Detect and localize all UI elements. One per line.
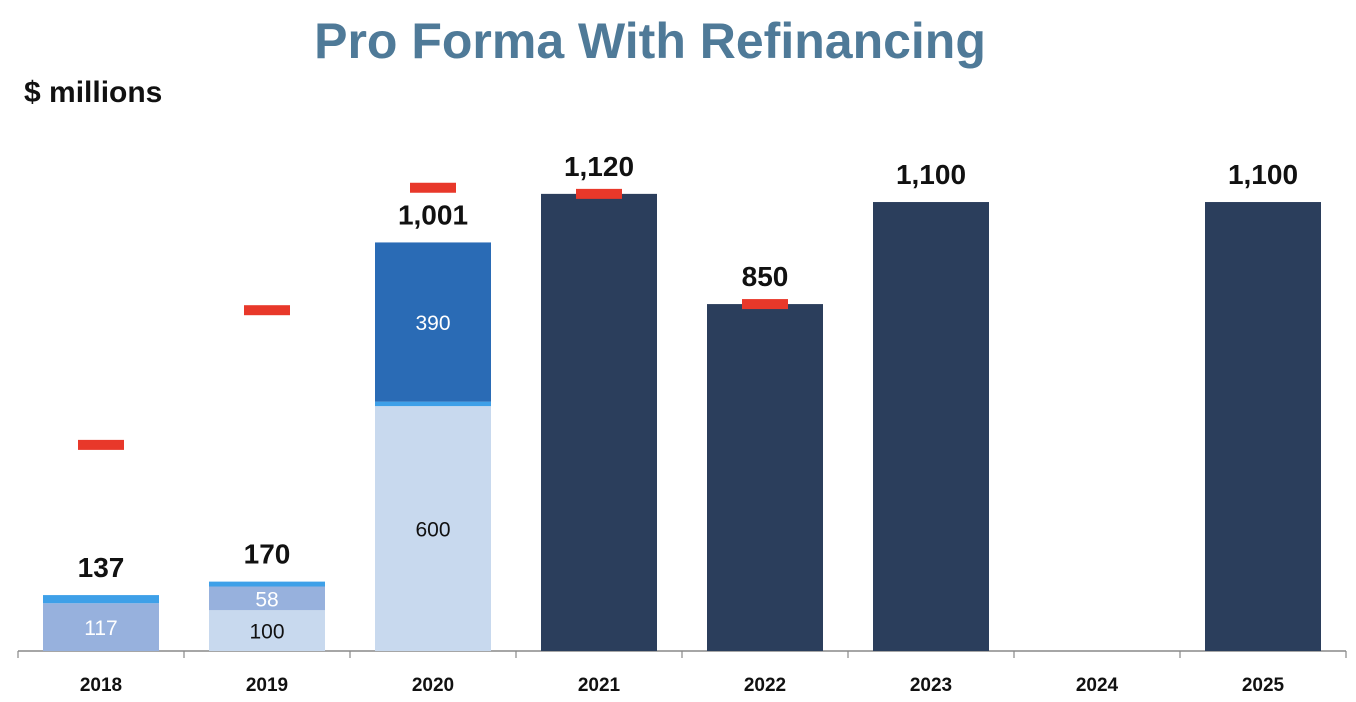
total-label: 1,001 <box>398 199 468 230</box>
bar-segment <box>375 401 491 407</box>
bar-segment <box>43 603 159 651</box>
bar-segment <box>375 406 491 651</box>
bar-segment <box>707 304 823 651</box>
x-tick-label: 2022 <box>744 675 786 696</box>
red-marker <box>742 299 788 310</box>
bar-segment <box>209 586 325 611</box>
chart-title: Pro Forma With Refinancing <box>314 13 986 69</box>
bar-segment <box>541 193 657 651</box>
x-tick-label: 2025 <box>1242 675 1285 696</box>
total-label: 170 <box>244 539 291 570</box>
x-tick-label: 2018 <box>80 675 122 696</box>
segment-label: 58 <box>255 588 278 611</box>
total-label: 1,120 <box>564 151 634 182</box>
total-label: 1,100 <box>896 159 966 190</box>
total-label: 850 <box>742 261 789 292</box>
bar-segment <box>873 202 989 651</box>
segment-label: 390 <box>415 312 450 335</box>
total-label: 1,100 <box>1228 159 1298 190</box>
x-tick-label: 2020 <box>412 675 454 696</box>
bar-segment <box>43 595 159 604</box>
x-tick-label: 2019 <box>246 675 288 696</box>
x-tick-label: 2024 <box>1076 675 1119 696</box>
red-marker <box>410 182 456 193</box>
bar-segment <box>375 242 491 402</box>
total-label: 137 <box>78 552 125 583</box>
bar-segment <box>209 610 325 651</box>
segment-label: 600 <box>415 519 450 542</box>
red-marker <box>244 305 290 316</box>
bar-segment <box>209 581 325 587</box>
unit-label: $ millions <box>24 76 163 109</box>
segment-label: 117 <box>84 617 117 640</box>
segment-label: 100 <box>249 621 284 644</box>
red-marker <box>576 188 622 199</box>
red-marker <box>78 439 124 450</box>
x-tick-label: 2021 <box>578 675 621 696</box>
x-tick-label: 2023 <box>910 675 952 696</box>
bar-segment <box>1205 202 1321 651</box>
